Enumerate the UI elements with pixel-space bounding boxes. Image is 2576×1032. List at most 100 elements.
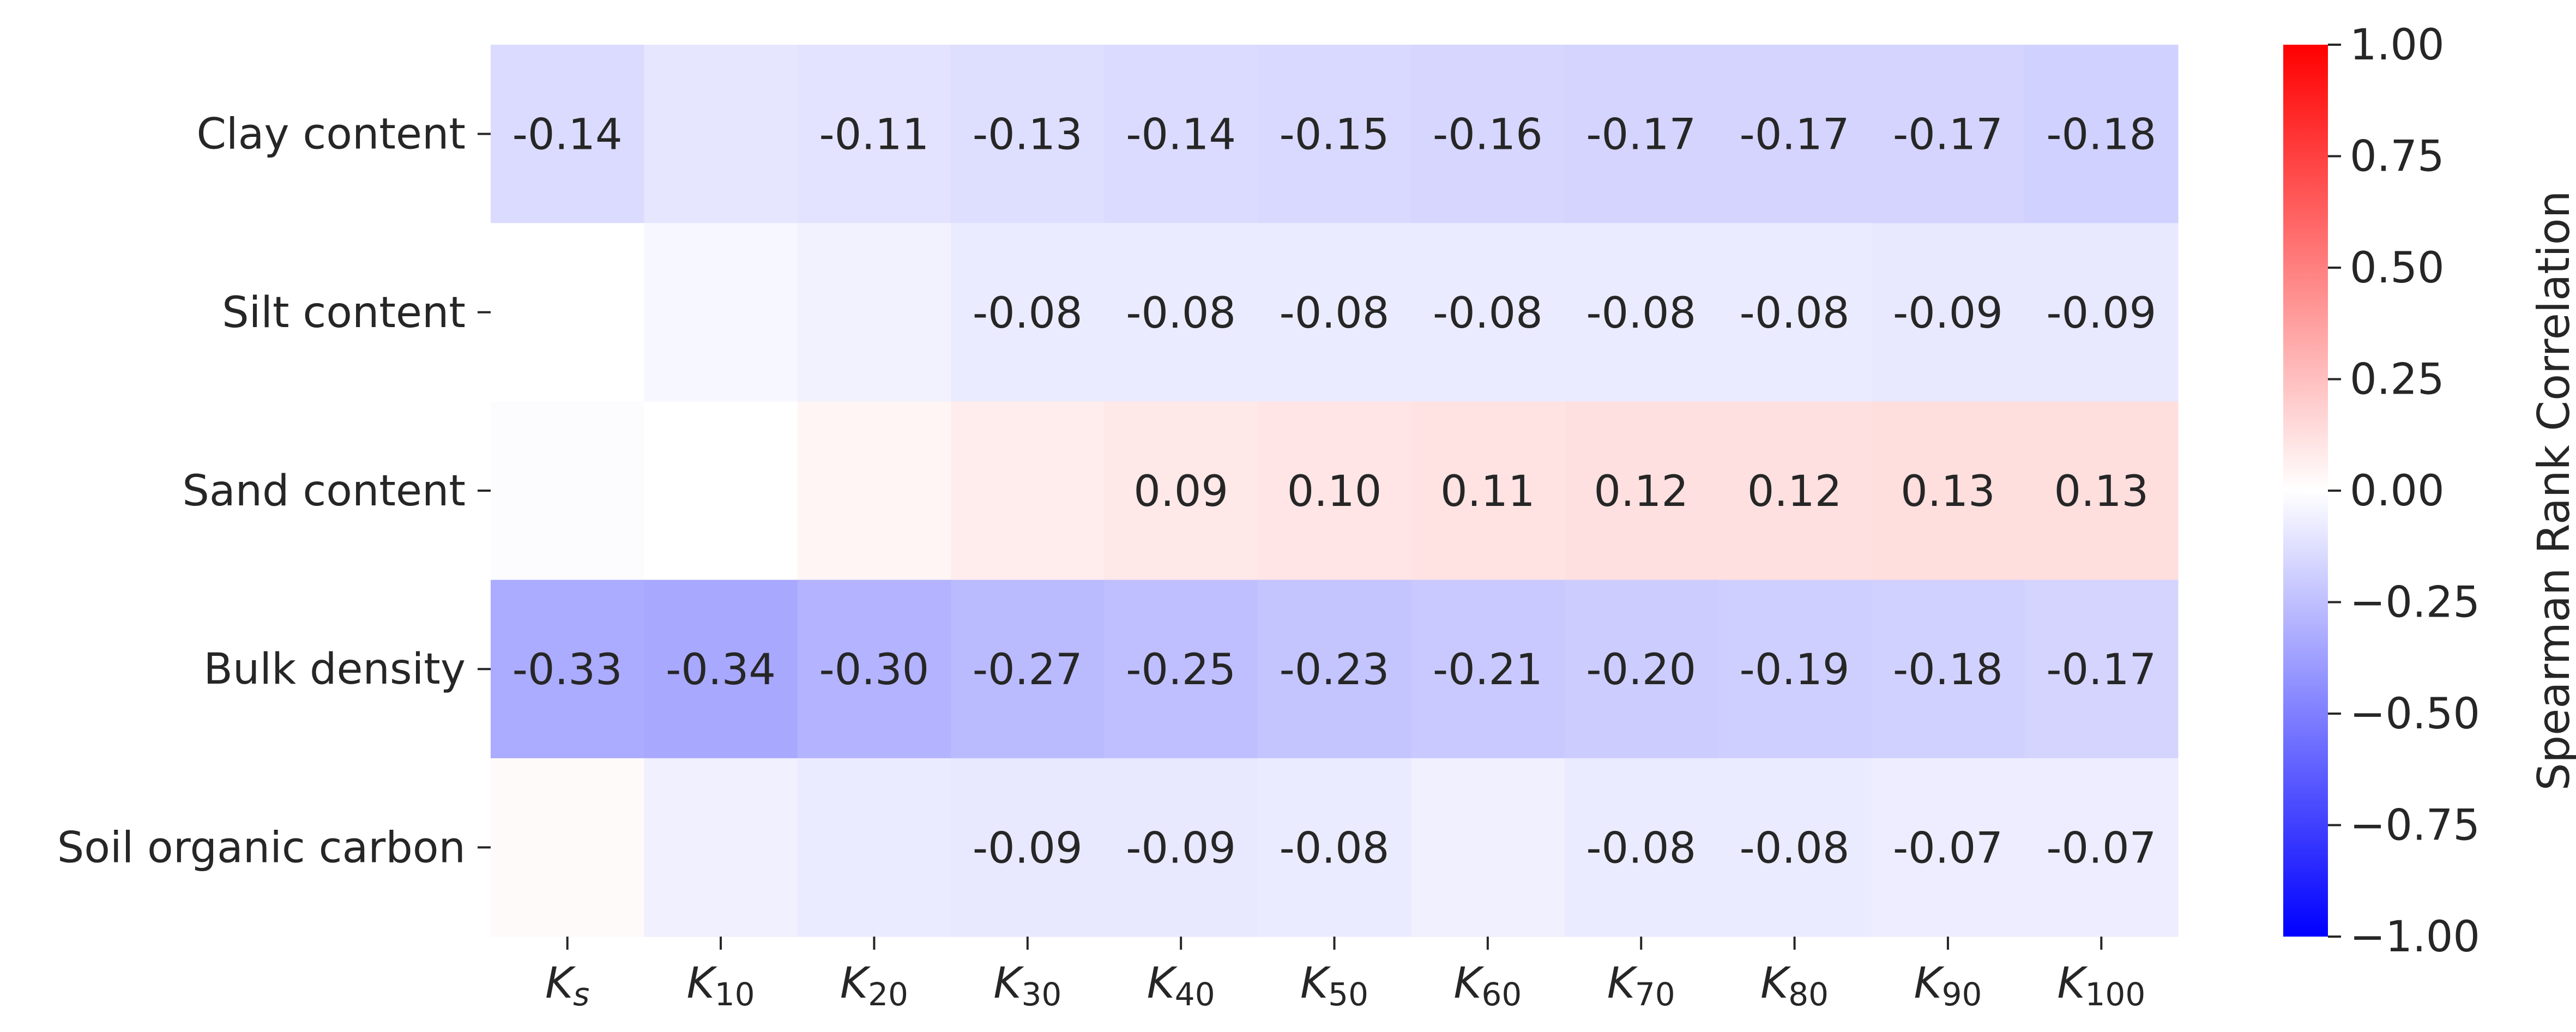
heatmap-cell <box>1257 401 1411 581</box>
heatmap-cell <box>1564 45 1718 224</box>
cell-value-label: -0.14 <box>512 111 623 160</box>
cell-value-label: -0.09 <box>1893 289 2003 338</box>
cell-value-label: -0.08 <box>1586 824 1696 873</box>
heatmap-cell <box>1411 401 1565 581</box>
colorbar-ticks: 1.00 0.75 0.50 0.25 0.00 −0.25 −0.50 −0.75 −1.00 <box>2328 21 2480 962</box>
heatmap-cell <box>1104 401 1258 581</box>
cell-value-label: 0.09 <box>1133 467 1228 516</box>
cell-value-label: 0.12 <box>1747 467 1842 516</box>
cell-value-label: -0.11 <box>819 111 929 160</box>
column-label: K50 <box>1300 959 1368 1013</box>
cell-value-label: -0.07 <box>2046 824 2156 873</box>
row-labels: Clay content Silt content Sand content Bulk… <box>57 110 491 872</box>
heatmap-cell <box>951 401 1105 581</box>
heatmap-cell <box>2024 223 2179 402</box>
heatmap-cell <box>1257 223 1411 402</box>
heatmap-cell <box>1257 758 1411 937</box>
column-label: K70 <box>1607 959 1675 1013</box>
heatmap-cell <box>1257 580 1411 759</box>
colorbar-tick-label: 0.50 <box>2350 244 2445 293</box>
heatmap-cell <box>951 223 1105 402</box>
column-label: K60 <box>1453 959 1522 1013</box>
heatmap-cell <box>2024 580 2179 759</box>
row-label: Sand content <box>182 467 466 516</box>
cell-value-label: -0.08 <box>1586 289 1696 338</box>
column-labels: Ks K10 K20 K30 K40 K50 K60 K70 K80 K90 K100 <box>545 937 2145 1013</box>
heatmap-cell <box>2024 45 2179 224</box>
row-label: Bulk density <box>203 645 466 694</box>
colorbar-tick-label: 0.00 <box>2350 467 2445 516</box>
heatmap-cell <box>1871 401 2025 581</box>
heatmap-cell <box>491 758 644 937</box>
heatmap-cell <box>797 580 951 759</box>
heatmap-cell <box>1564 758 1718 937</box>
row-label: Silt content <box>222 288 466 337</box>
cell-value-label: -0.25 <box>1126 645 1236 695</box>
heatmap-cell <box>1411 223 1565 402</box>
heatmap-cell <box>1871 223 2025 402</box>
column-label: K40 <box>1147 959 1215 1013</box>
cell-value-label: -0.08 <box>1740 824 1850 873</box>
cell-value-label: -0.18 <box>2046 111 2156 160</box>
colorbar-tick-label: −0.25 <box>2350 578 2480 627</box>
cell-value-label: -0.08 <box>973 289 1083 338</box>
heatmap-cell <box>797 401 951 581</box>
cell-value-label: -0.13 <box>973 111 1083 160</box>
heatmap-cell <box>1411 580 1565 759</box>
colorbar-label: Spearman Rank Correlation <box>2529 191 2576 791</box>
row-label: Soil organic carbon <box>57 823 466 872</box>
cell-value-label: -0.08 <box>1280 824 1390 873</box>
cell-value-label: -0.30 <box>819 645 929 695</box>
heatmap-cell <box>1717 758 1872 937</box>
heatmap-cell <box>1564 401 1718 581</box>
cell-value-label: -0.07 <box>1893 824 2003 873</box>
heatmap-cell <box>951 580 1105 759</box>
cell-value-label: -0.17 <box>2046 645 2156 695</box>
cell-value-label: -0.08 <box>1740 289 1850 338</box>
heatmap-cell <box>1871 580 2025 759</box>
heatmap-cell <box>1411 758 1565 937</box>
heatmap-cell <box>1717 223 1872 402</box>
heatmap-cell <box>797 45 951 224</box>
cell-value-label: -0.15 <box>1280 111 1390 160</box>
colorbar-tick-label: −0.75 <box>2350 801 2480 850</box>
cell-value-label: -0.16 <box>1433 111 1543 160</box>
heatmap-cell <box>644 223 798 402</box>
colorbar-tick-label: 0.75 <box>2350 132 2445 182</box>
cell-value-label: -0.08 <box>1280 289 1390 338</box>
cell-value-label: -0.08 <box>1126 289 1236 338</box>
heatmap-cell <box>1104 580 1258 759</box>
cell-value-label: 0.10 <box>1287 467 1382 516</box>
cell-value-label: -0.19 <box>1740 645 1850 695</box>
heatmap-cell <box>797 758 951 937</box>
heatmap-cell <box>1104 45 1258 224</box>
cell-annotations: -0.14 -0.11 -0.13 -0.14 -0.15 -0.16 -0.17 -0.17… <box>512 111 2156 873</box>
cell-value-label: -0.17 <box>1586 111 1696 160</box>
heatmap-cell <box>951 758 1105 937</box>
column-label: K10 <box>687 959 755 1013</box>
column-label: Ks <box>545 959 589 1013</box>
colorbar-gradient <box>2283 45 2328 937</box>
cell-value-label: -0.14 <box>1126 111 1236 160</box>
heatmap-cell <box>1717 580 1872 759</box>
heatmap-cell <box>1871 45 2025 224</box>
heatmap-cell <box>644 758 798 937</box>
colorbar-tick-label: −1.00 <box>2350 913 2480 962</box>
column-label: K90 <box>1914 959 1982 1013</box>
cell-value-label: -0.23 <box>1280 645 1390 695</box>
heatmap-cell <box>644 401 798 581</box>
heatmap-cell <box>491 580 644 759</box>
heatmap-cell <box>1411 45 1565 224</box>
cell-value-label: -0.33 <box>512 645 623 695</box>
heatmap-cell <box>1871 758 2025 937</box>
heatmap-cells <box>491 45 2179 937</box>
colorbar-tick-label: 1.00 <box>2350 21 2445 70</box>
column-label: K100 <box>2057 959 2145 1013</box>
colorbar-tick-label: 0.25 <box>2350 355 2445 405</box>
cell-value-label: -0.34 <box>666 645 776 695</box>
colorbar-tick-label: −0.50 <box>2350 690 2480 739</box>
heatmap-cell <box>644 45 798 224</box>
cell-value-label: -0.09 <box>2046 289 2156 338</box>
heatmap-cell <box>1717 401 1872 581</box>
